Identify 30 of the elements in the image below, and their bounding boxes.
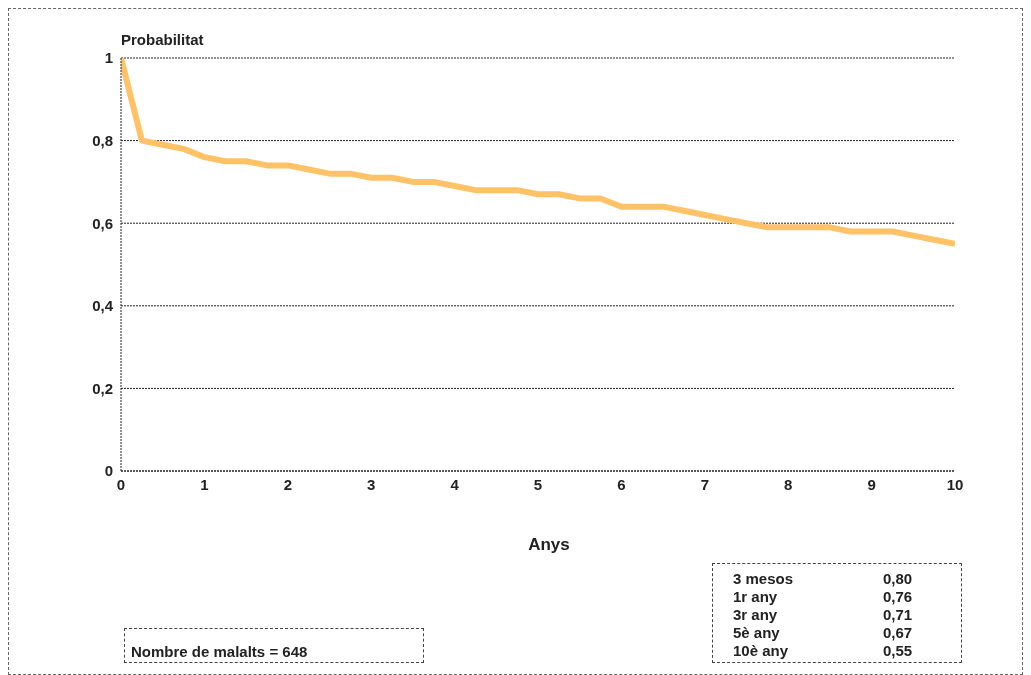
x-tick-label: 1 — [200, 475, 209, 493]
y-tick-label: 0 — [104, 462, 113, 480]
y-axis-title: Probabilitat — [121, 31, 204, 48]
text: 5è any — [733, 624, 781, 642]
text: 0,80 — [883, 570, 913, 588]
text: 0,67 — [883, 624, 913, 642]
text: 3r any — [733, 606, 779, 624]
y-tick-label: 0,2 — [92, 379, 113, 397]
x-tick-label: 5 — [533, 475, 543, 493]
x-axis-title: Anys — [527, 535, 571, 555]
text: 0,55 — [883, 642, 913, 660]
text: 10è any — [733, 642, 790, 660]
text: Nombre de malalts = 648 — [124, 628, 424, 663]
x-tick-label: 8 — [784, 475, 793, 493]
x-tick-label: 4 — [450, 475, 460, 493]
y-tick-label: 0,4 — [92, 297, 114, 315]
y-tick-label: 1 — [104, 49, 113, 67]
x-tick-label: 10 — [946, 475, 964, 493]
text: 0,71 — [883, 606, 913, 624]
text: 3 mesos — [733, 570, 795, 588]
text: 0,76 — [883, 588, 913, 606]
x-tick-label: 7 — [700, 475, 709, 493]
x-tick-label: 6 — [617, 475, 626, 493]
y-tick-label: 0,6 — [92, 214, 113, 232]
x-tick-label: 9 — [867, 475, 876, 493]
x-tick-label: 2 — [283, 475, 292, 493]
x-tick-label: 0 — [116, 475, 126, 493]
y-tick-label: 0,8 — [92, 131, 113, 149]
text: 1r any — [733, 588, 779, 606]
x-tick-label: 3 — [367, 475, 376, 493]
